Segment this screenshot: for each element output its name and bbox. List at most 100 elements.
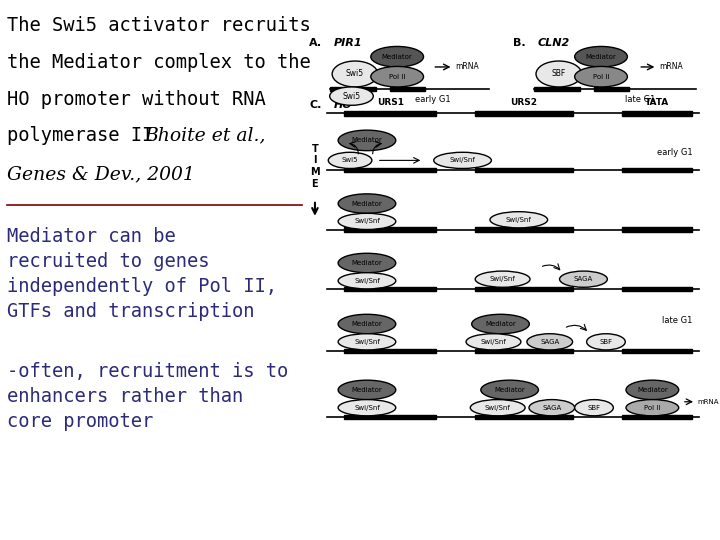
Text: Mediator: Mediator <box>382 53 413 60</box>
Text: early G1: early G1 <box>657 147 693 157</box>
Ellipse shape <box>527 334 572 350</box>
Ellipse shape <box>338 380 396 400</box>
Text: Swi/Snf: Swi/Snf <box>485 404 510 411</box>
Ellipse shape <box>587 334 625 350</box>
Ellipse shape <box>328 152 372 168</box>
Bar <box>344 415 436 419</box>
Ellipse shape <box>338 253 396 273</box>
Bar <box>344 287 436 291</box>
Text: Mediator: Mediator <box>485 321 516 327</box>
Bar <box>474 227 573 232</box>
Ellipse shape <box>338 400 396 416</box>
Text: CLN2: CLN2 <box>538 38 570 48</box>
Text: T: T <box>312 144 318 153</box>
Ellipse shape <box>575 46 627 67</box>
Text: Mediator: Mediator <box>351 200 382 207</box>
Text: Mediator: Mediator <box>494 387 525 393</box>
Text: B.: B. <box>513 38 526 48</box>
Text: Mediator: Mediator <box>351 137 382 144</box>
Bar <box>622 349 693 353</box>
Bar <box>594 87 629 91</box>
Bar <box>344 168 436 172</box>
Text: mRNA: mRNA <box>660 63 683 71</box>
Ellipse shape <box>332 61 378 87</box>
Text: I: I <box>313 156 317 165</box>
Bar <box>622 415 693 419</box>
Text: URS1: URS1 <box>377 98 404 107</box>
Ellipse shape <box>338 194 396 213</box>
Text: SBF: SBF <box>588 404 600 411</box>
Text: -often, recruitment is to
enhancers rather than
core promoter: -often, recruitment is to enhancers rath… <box>7 362 288 431</box>
Text: Swi/Snf: Swi/Snf <box>354 339 380 345</box>
Bar <box>330 87 376 91</box>
Text: Mediator: Mediator <box>351 387 382 393</box>
Text: SAGA: SAGA <box>574 276 593 282</box>
Bar <box>474 111 573 116</box>
Text: Swi/Snf: Swi/Snf <box>506 217 532 223</box>
Text: early G1: early G1 <box>415 95 450 104</box>
Text: mRNA: mRNA <box>456 63 480 71</box>
Bar <box>474 349 573 353</box>
Ellipse shape <box>433 152 491 168</box>
Text: Mediator can be
recruited to genes
independently of Pol II,
GTFs and transcripti: Mediator can be recruited to genes indep… <box>7 227 277 321</box>
Ellipse shape <box>338 213 396 230</box>
Text: Swi/Snf: Swi/Snf <box>490 276 516 282</box>
Bar <box>622 111 693 116</box>
Bar <box>534 87 580 91</box>
Ellipse shape <box>481 380 539 400</box>
Text: Swi/Snf: Swi/Snf <box>354 404 380 411</box>
Text: Genes & Dev., 2001: Genes & Dev., 2001 <box>7 166 195 184</box>
Text: Mediator: Mediator <box>637 387 667 393</box>
Text: E: E <box>312 179 318 189</box>
Ellipse shape <box>490 212 548 228</box>
Ellipse shape <box>371 46 423 67</box>
Ellipse shape <box>575 400 613 416</box>
Text: A.: A. <box>310 38 323 48</box>
Text: Swi/Snf: Swi/Snf <box>354 218 380 225</box>
Text: SBF: SBF <box>599 339 613 345</box>
Ellipse shape <box>475 271 530 287</box>
Ellipse shape <box>472 314 529 334</box>
Text: SAGA: SAGA <box>540 339 559 345</box>
Text: PIR1: PIR1 <box>334 38 363 48</box>
Ellipse shape <box>338 334 396 350</box>
Text: late G1: late G1 <box>662 316 693 325</box>
Text: Mediator: Mediator <box>351 260 382 266</box>
Text: SAGA: SAGA <box>542 404 562 411</box>
Text: late G1: late G1 <box>624 95 655 104</box>
Bar <box>622 168 693 172</box>
Ellipse shape <box>338 273 396 289</box>
Text: HO promoter without RNA: HO promoter without RNA <box>7 90 266 109</box>
Bar <box>344 227 436 232</box>
Text: URS2: URS2 <box>510 98 537 107</box>
Ellipse shape <box>338 130 396 151</box>
Bar <box>474 287 573 291</box>
Bar <box>474 415 573 419</box>
Text: Swi/Snf: Swi/Snf <box>449 157 475 164</box>
Text: Swi5: Swi5 <box>346 70 364 78</box>
Text: Pol II: Pol II <box>389 73 405 80</box>
Text: Swi5: Swi5 <box>343 92 361 100</box>
Ellipse shape <box>575 66 627 87</box>
Text: M: M <box>310 167 320 177</box>
Ellipse shape <box>536 61 582 87</box>
Bar <box>344 349 436 353</box>
Bar <box>622 227 693 232</box>
Text: The Swi5 activator recruits: The Swi5 activator recruits <box>7 16 311 35</box>
Text: mRNA: mRNA <box>698 399 719 405</box>
Ellipse shape <box>626 380 679 400</box>
Text: the Mediator complex to the: the Mediator complex to the <box>7 53 311 72</box>
Ellipse shape <box>338 314 396 334</box>
Bar <box>474 168 573 172</box>
Ellipse shape <box>330 87 373 105</box>
Ellipse shape <box>466 334 521 350</box>
Text: Pol II: Pol II <box>644 404 660 411</box>
Ellipse shape <box>529 400 575 416</box>
Ellipse shape <box>559 271 608 287</box>
Text: Mediator: Mediator <box>351 321 382 327</box>
Bar <box>344 111 436 116</box>
Text: polymerase II: polymerase II <box>7 126 165 145</box>
Bar <box>622 287 693 291</box>
Text: SBF: SBF <box>552 70 566 78</box>
Bar <box>390 87 426 91</box>
